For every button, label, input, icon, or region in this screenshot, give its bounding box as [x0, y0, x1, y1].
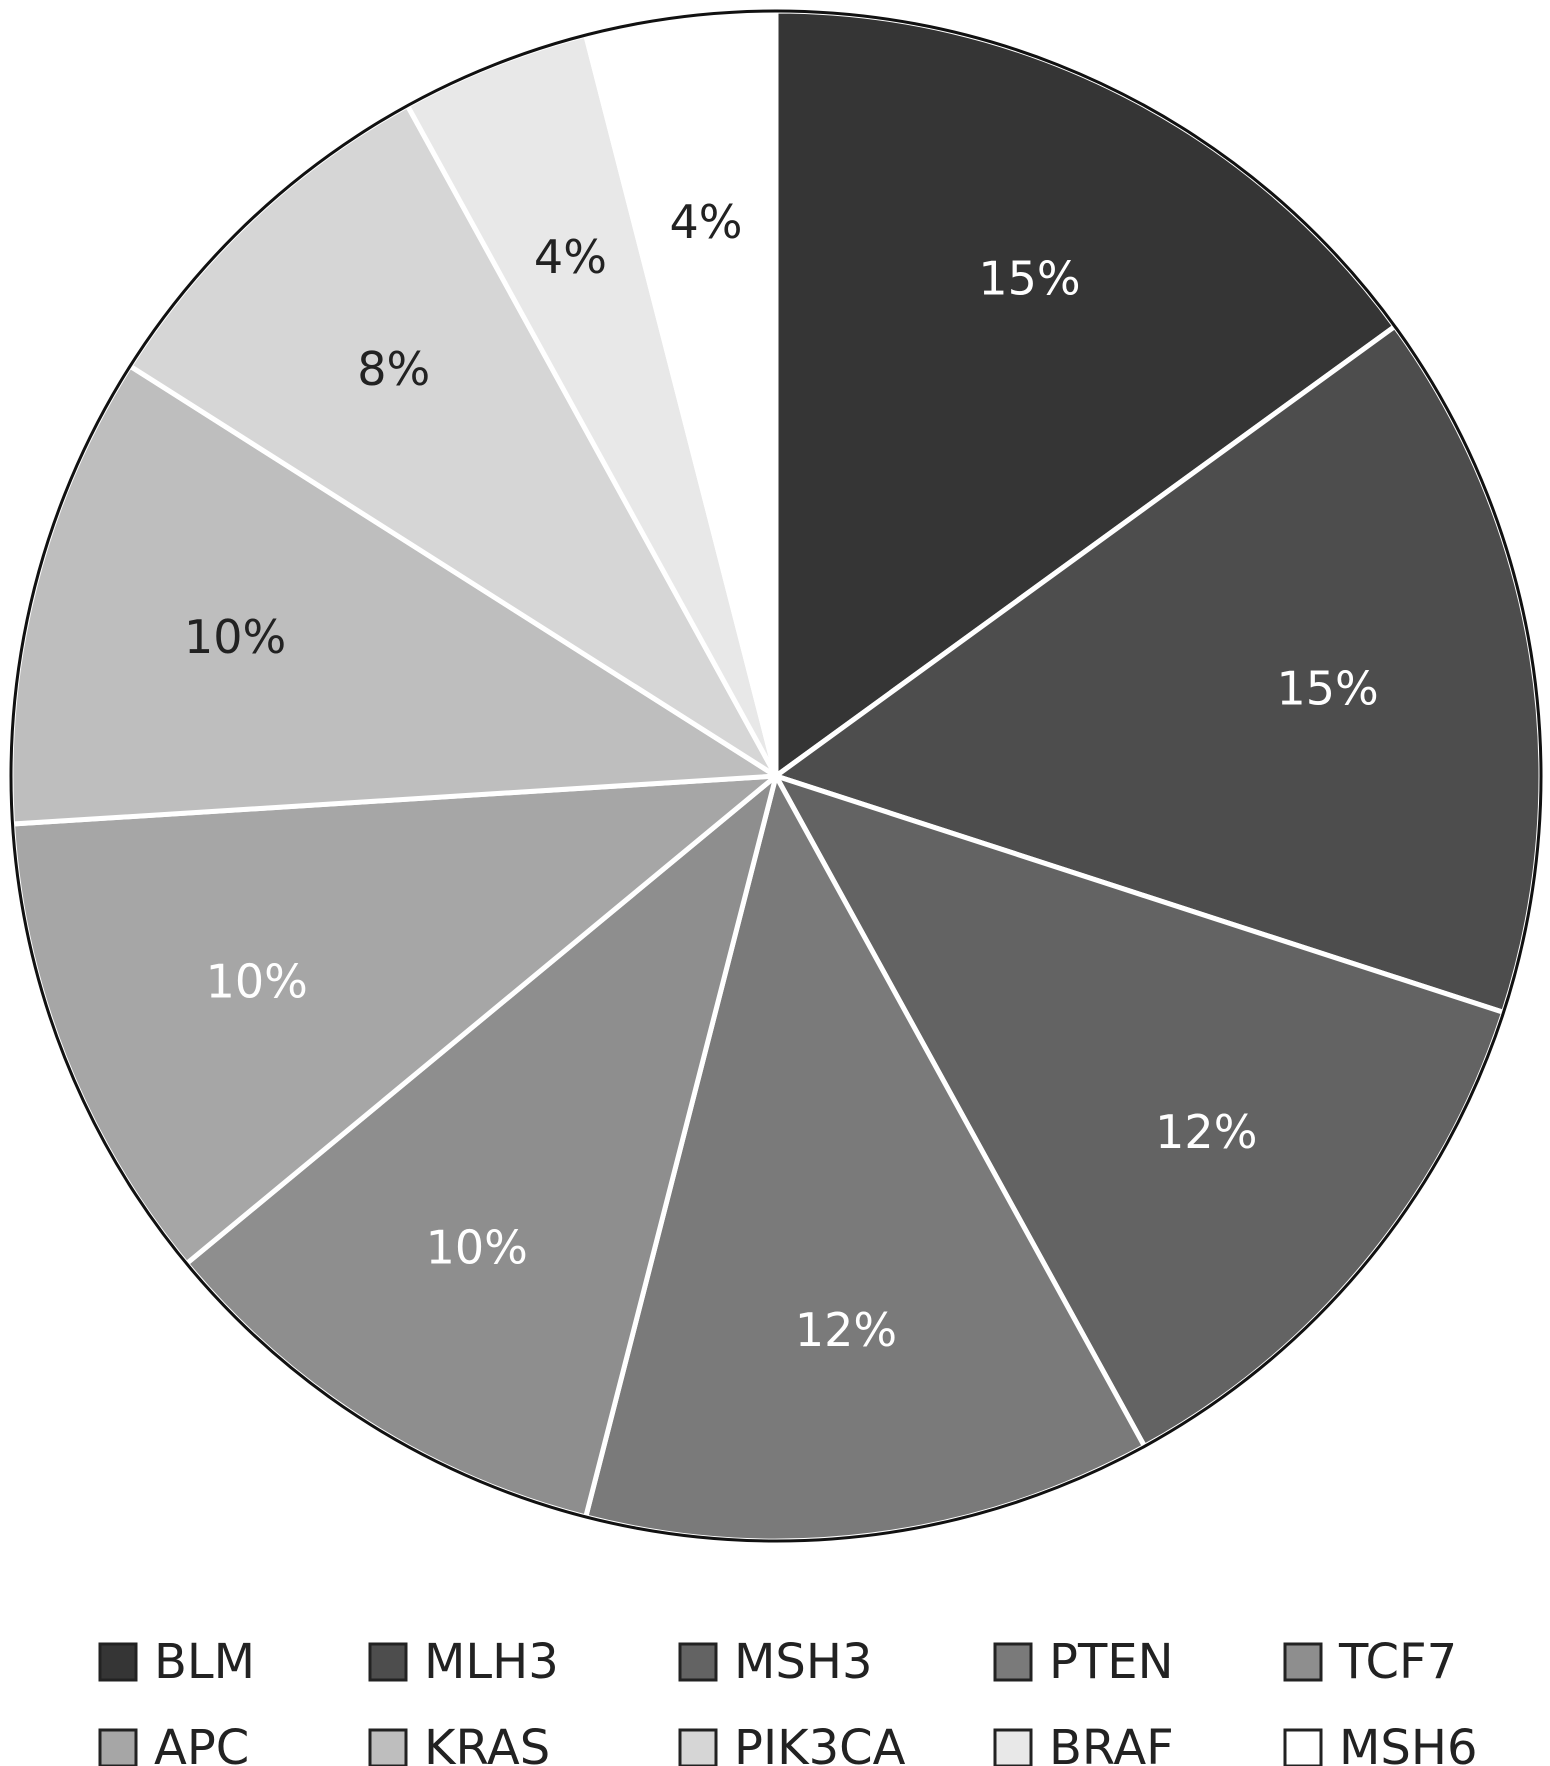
slice-label-braf: 4%: [534, 230, 607, 284]
legend-swatch-pik3ca: [678, 1728, 718, 1766]
legend-item-msh6: MSH6: [1283, 1720, 1478, 1766]
pie-outline: [9, 9, 1543, 1543]
legend-swatch-braf: [993, 1728, 1033, 1766]
legend-swatch-apc: [98, 1728, 138, 1766]
legend: BLM MLH3 MSH3 PTEN TCF7 APC KRAS PIK3CA BRAF MSH6: [98, 1634, 1478, 1766]
legend-label-kras: KRAS: [424, 1720, 550, 1766]
legend-item-blm: BLM: [98, 1634, 255, 1690]
slice-label-mlh3: 15%: [1276, 662, 1378, 716]
pie-slices: [8, 8, 1544, 1544]
legend-swatch-blm: [98, 1642, 138, 1682]
slice-label-blm: 15%: [978, 251, 1080, 305]
legend-label-msh6: MSH6: [1339, 1720, 1478, 1766]
legend-swatch-msh3: [678, 1642, 718, 1682]
legend-item-pik3ca: PIK3CA: [678, 1720, 906, 1766]
legend-item-apc: APC: [98, 1720, 249, 1766]
legend-label-blm: BLM: [154, 1634, 255, 1690]
legend-label-pik3ca: PIK3CA: [734, 1720, 906, 1766]
legend-item-kras: KRAS: [368, 1720, 550, 1766]
legend-swatch-pten: [993, 1642, 1033, 1682]
legend-item-pten: PTEN: [993, 1634, 1174, 1690]
legend-label-tcf7: TCF7: [1338, 1634, 1457, 1690]
slice-label-tcf7: 10%: [426, 1221, 528, 1275]
legend-swatch-kras: [368, 1728, 408, 1766]
legend-item-tcf7: TCF7: [1283, 1634, 1457, 1690]
slice-labels: 15% 15% 12% 12% 10% 10% 10% 8% 4% 4%: [184, 195, 1379, 1357]
slice-label-pik3ca: 8%: [357, 342, 430, 396]
slice-label-kras: 10%: [184, 610, 286, 664]
legend-label-mlh3: MLH3: [424, 1634, 559, 1690]
slice-label-msh3: 12%: [1155, 1105, 1257, 1159]
legend-item-braf: BRAF: [993, 1720, 1174, 1766]
legend-item-msh3: MSH3: [678, 1634, 873, 1690]
slice-label-apc: 10%: [206, 955, 308, 1009]
legend-label-apc: APC: [154, 1720, 249, 1766]
legend-label-pten: PTEN: [1049, 1634, 1174, 1690]
legend-swatch-mlh3: [368, 1642, 408, 1682]
legend-label-braf: BRAF: [1049, 1720, 1174, 1766]
legend-swatch-msh6: [1283, 1728, 1323, 1766]
legend-item-mlh3: MLH3: [368, 1634, 559, 1690]
slice-label-msh6: 4%: [670, 195, 743, 249]
slice-label-pten: 12%: [795, 1303, 897, 1357]
legend-swatch-tcf7: [1283, 1642, 1323, 1682]
legend-label-msh3: MSH3: [734, 1634, 873, 1690]
